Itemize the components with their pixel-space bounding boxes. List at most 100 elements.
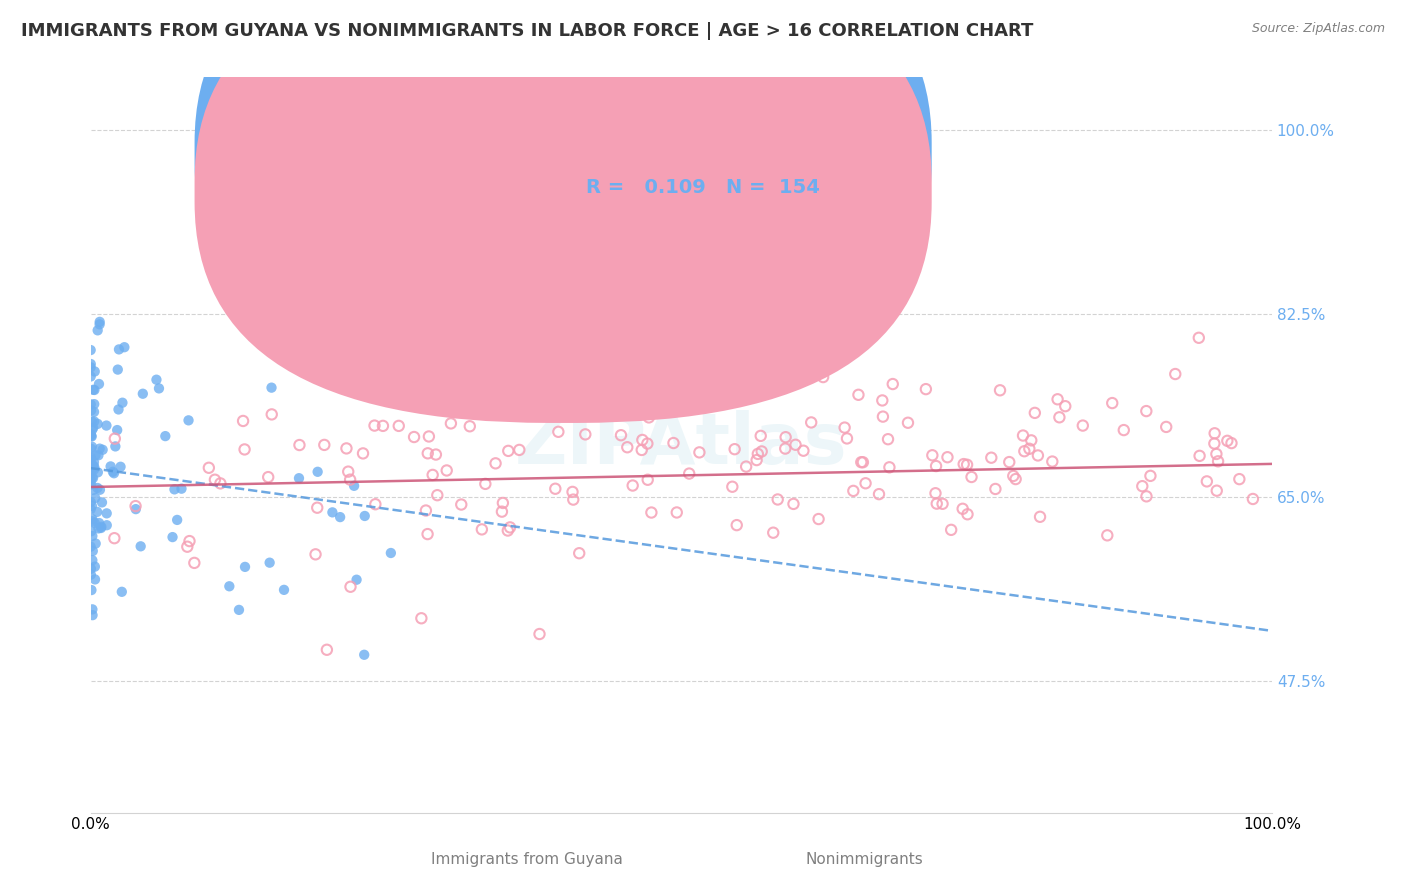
Point — [91, 442, 114, 457]
Text: R =   0.109   N =  154: R = 0.109 N = 154 — [585, 178, 820, 197]
Point — [82, 458, 104, 473]
Point — [339, 580, 361, 594]
Point — [842, 483, 865, 498]
Point — [868, 487, 890, 501]
Point — [1216, 434, 1239, 448]
Point — [79, 427, 101, 442]
Point — [458, 419, 481, 434]
Point — [83, 460, 105, 475]
Point — [936, 450, 959, 465]
Point — [678, 467, 700, 481]
Point — [925, 458, 948, 473]
Point — [103, 467, 125, 481]
Point — [108, 343, 131, 357]
Text: R =  -0.173   N =  114: R = -0.173 N = 114 — [585, 140, 821, 159]
Point — [450, 498, 472, 512]
Point — [621, 478, 644, 492]
Point — [80, 440, 103, 454]
Point — [104, 439, 127, 453]
Point — [82, 471, 104, 485]
Text: IMMIGRANTS FROM GUYANA VS NONIMMIGRANTS IN LABOR FORCE | AGE > 16 CORRELATION CH: IMMIGRANTS FROM GUYANA VS NONIMMIGRANTS … — [21, 22, 1033, 40]
Point — [80, 562, 103, 576]
Point — [762, 525, 785, 540]
Point — [228, 603, 250, 617]
Point — [80, 567, 103, 582]
Point — [1014, 444, 1036, 458]
Point — [1018, 442, 1040, 456]
Point — [179, 534, 201, 549]
Point — [79, 474, 101, 488]
Point — [83, 414, 105, 428]
Point — [998, 455, 1021, 469]
Point — [346, 573, 368, 587]
Point — [80, 477, 103, 491]
Point — [568, 546, 591, 560]
Point — [125, 502, 148, 516]
Point — [1054, 399, 1077, 413]
Point — [364, 497, 387, 511]
Point — [107, 402, 129, 417]
Point — [307, 465, 329, 479]
Point — [529, 627, 551, 641]
Point — [418, 429, 440, 443]
Point — [474, 476, 496, 491]
Point — [314, 438, 336, 452]
Point — [82, 512, 104, 526]
Point — [471, 522, 494, 536]
Point — [82, 553, 104, 567]
Point — [100, 459, 122, 474]
Point — [388, 418, 411, 433]
Point — [484, 456, 506, 470]
Point — [572, 407, 595, 421]
Point — [307, 500, 329, 515]
Point — [745, 453, 768, 467]
Point — [155, 429, 177, 443]
Point — [89, 483, 111, 497]
Point — [411, 611, 433, 625]
Point — [111, 584, 134, 599]
Point — [921, 448, 943, 462]
Point — [499, 520, 522, 534]
Text: Immigrants from Guyana: Immigrants from Guyana — [432, 852, 623, 867]
Point — [1019, 434, 1042, 448]
Point — [897, 416, 920, 430]
Point — [209, 476, 232, 491]
Point — [636, 436, 658, 450]
Point — [288, 438, 311, 452]
Point — [183, 556, 205, 570]
Point — [925, 497, 948, 511]
Point — [80, 495, 103, 509]
Point — [426, 488, 449, 502]
Point — [721, 480, 744, 494]
Point — [785, 438, 807, 452]
Point — [980, 450, 1002, 465]
Point — [775, 430, 797, 444]
Point — [198, 460, 221, 475]
Point — [84, 536, 107, 550]
Point — [79, 540, 101, 554]
Point — [496, 524, 519, 538]
Point — [104, 432, 127, 446]
Point — [835, 432, 858, 446]
Point — [1164, 367, 1187, 381]
Point — [735, 459, 758, 474]
Point — [83, 383, 105, 397]
Point — [1205, 447, 1227, 461]
Point — [177, 413, 200, 427]
Point — [800, 416, 823, 430]
Point — [610, 428, 633, 442]
Point — [233, 442, 256, 457]
Point — [304, 547, 326, 561]
Point — [956, 508, 979, 522]
Point — [80, 442, 103, 456]
Point — [89, 442, 111, 456]
Point — [233, 560, 256, 574]
Point — [491, 505, 513, 519]
Point — [1029, 509, 1052, 524]
Point — [83, 405, 105, 419]
Point — [87, 466, 110, 480]
Text: Source: ZipAtlas.com: Source: ZipAtlas.com — [1251, 22, 1385, 36]
Point — [82, 423, 104, 437]
FancyBboxPatch shape — [194, 0, 932, 423]
Point — [855, 476, 877, 491]
